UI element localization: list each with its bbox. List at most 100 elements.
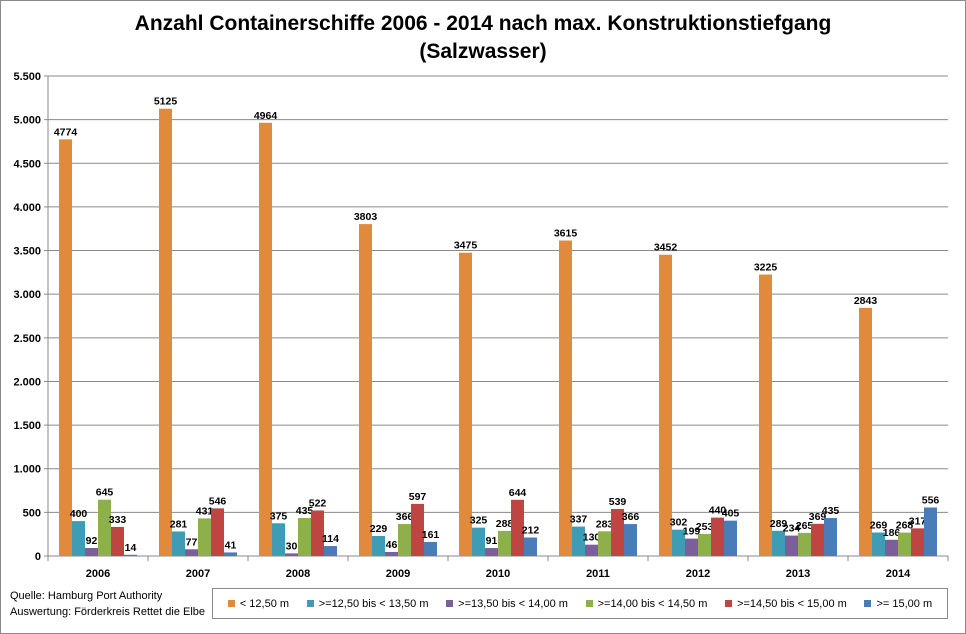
data-label: 30 xyxy=(286,540,298,552)
data-label: 212 xyxy=(522,524,540,536)
bar xyxy=(798,532,811,556)
x-tick-label: 2009 xyxy=(386,568,410,580)
data-label: 268 xyxy=(896,520,914,532)
legend-item: >=13,50 bis < 14,00 m xyxy=(446,598,568,610)
data-label: 269 xyxy=(870,520,888,532)
x-tick-label: 2008 xyxy=(286,568,310,580)
data-label: 4964 xyxy=(254,110,278,122)
legend-swatch xyxy=(864,600,872,607)
bar xyxy=(211,508,224,556)
data-label: 130 xyxy=(583,532,601,544)
bar xyxy=(624,524,637,556)
data-label: 3452 xyxy=(654,242,678,254)
data-label: 597 xyxy=(409,491,427,503)
data-label: 3225 xyxy=(754,262,778,274)
y-tick-label: 5.500 xyxy=(13,71,41,83)
bar xyxy=(311,510,324,556)
bar xyxy=(172,531,185,556)
data-label: 431 xyxy=(196,505,214,517)
legend-swatch xyxy=(446,600,454,607)
bar xyxy=(885,539,898,556)
data-label: 369 xyxy=(809,511,827,523)
bar xyxy=(759,274,772,556)
bar xyxy=(698,533,711,556)
bar xyxy=(398,524,411,556)
data-label: 265 xyxy=(796,520,814,532)
data-label: 337 xyxy=(570,514,588,526)
data-label: 522 xyxy=(309,497,327,509)
data-label: 435 xyxy=(296,505,314,517)
bar xyxy=(185,549,198,556)
data-label: 644 xyxy=(509,487,527,499)
legend-swatch xyxy=(306,600,314,607)
data-label: 556 xyxy=(922,494,940,506)
data-label: 229 xyxy=(370,523,388,535)
data-label: 325 xyxy=(470,515,488,527)
bar xyxy=(572,526,585,556)
y-tick-label: 4.500 xyxy=(13,158,41,170)
bar xyxy=(524,537,537,556)
bar xyxy=(559,240,572,556)
data-label: 114 xyxy=(322,533,339,545)
bar xyxy=(598,531,611,556)
data-label: 546 xyxy=(209,495,227,507)
bar xyxy=(124,554,137,556)
data-label: 14 xyxy=(125,542,137,554)
data-label: 253 xyxy=(696,521,714,533)
data-label: 288 xyxy=(496,518,514,530)
bar xyxy=(711,517,724,556)
legend-swatch xyxy=(725,600,733,607)
data-label: 539 xyxy=(609,496,627,508)
bar xyxy=(85,547,98,556)
y-tick-label: 1.500 xyxy=(13,420,41,432)
bar xyxy=(285,553,298,556)
data-label: 3475 xyxy=(454,240,478,252)
data-label: 161 xyxy=(422,529,440,541)
chart-title-line2: (Salzwasser) xyxy=(419,40,547,63)
y-tick-label: 1.000 xyxy=(13,464,41,476)
data-label: 5125 xyxy=(154,96,178,108)
data-label: 199 xyxy=(683,526,701,538)
data-label: 302 xyxy=(670,517,688,529)
data-label: 46 xyxy=(386,539,398,551)
bar xyxy=(785,535,798,556)
data-label: 366 xyxy=(622,511,640,523)
bar xyxy=(859,307,872,556)
source-line-2: Auswertung: Förderkreis Rettet die Elbe xyxy=(10,606,206,618)
data-label: 91 xyxy=(486,535,498,547)
x-tick-label: 2011 xyxy=(586,568,610,580)
bar xyxy=(385,551,398,556)
legend-item: >=12,50 bis < 13,50 m xyxy=(306,598,429,610)
legend-item: < 12,50 m xyxy=(227,598,289,610)
bar xyxy=(824,518,837,556)
bar xyxy=(359,224,372,557)
legend-label: >=13,50 bis < 14,00 m xyxy=(458,597,568,610)
bar xyxy=(159,108,172,557)
bar xyxy=(424,541,437,556)
x-tick-label: 2006 xyxy=(86,568,110,580)
y-tick-label: 500 xyxy=(23,507,41,519)
legend-item: >= 15,00 m xyxy=(864,598,932,610)
y-tick-label: 4.000 xyxy=(13,202,41,214)
legend-item: >=14,00 bis < 14,50 m xyxy=(585,598,707,610)
bar xyxy=(898,532,911,556)
chart-legend: < 12,50 m >=12,50 bis < 13,50 m >=13,50 bi… xyxy=(212,588,948,619)
bar xyxy=(411,503,424,556)
bar xyxy=(224,552,237,556)
data-label: 435 xyxy=(822,505,840,517)
bar xyxy=(111,526,124,556)
data-label: 3803 xyxy=(354,211,378,223)
data-label: 405 xyxy=(722,508,740,520)
x-tick-label: 2010 xyxy=(486,568,510,580)
bar xyxy=(811,523,824,556)
data-label: 375 xyxy=(270,510,288,522)
x-tick-label: 2007 xyxy=(186,568,210,580)
bar xyxy=(924,507,937,556)
bar xyxy=(72,521,85,556)
data-label: 281 xyxy=(170,518,188,530)
data-label: 2843 xyxy=(854,295,878,307)
bar xyxy=(911,528,924,556)
data-label: 366 xyxy=(396,511,414,523)
y-tick-label: 3.000 xyxy=(13,289,41,301)
data-label: 92 xyxy=(86,535,98,547)
